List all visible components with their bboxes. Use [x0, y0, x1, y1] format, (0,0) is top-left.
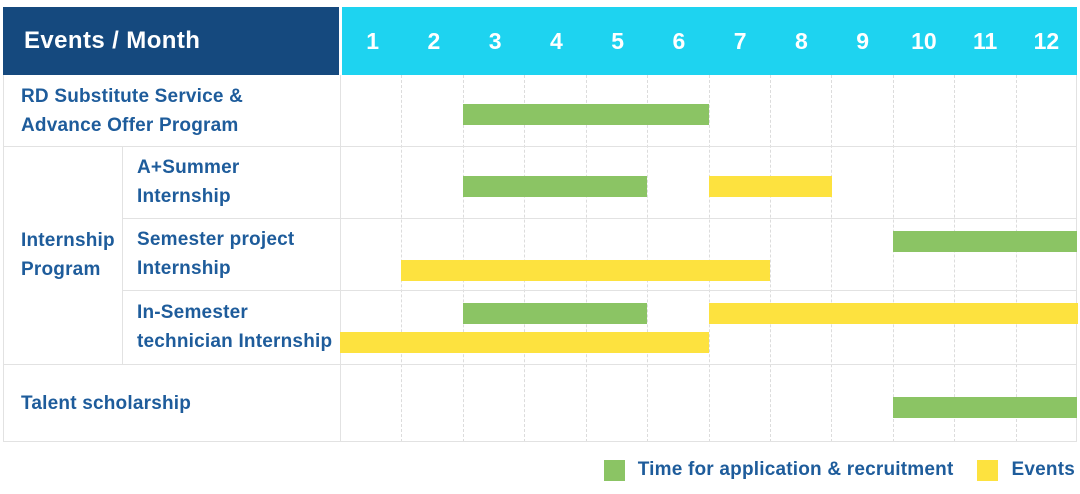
month-gridline-8 [831, 75, 832, 442]
month-gridline-2 [463, 75, 464, 442]
recruitment-bar-m3-5 [463, 176, 647, 197]
legend-item-green: Time for application & recruitment [603, 459, 954, 481]
recruitment-bar-m10-12 [893, 397, 1077, 418]
gantt-body: RD Substitute Service & Advance Offer Pr… [3, 75, 1078, 442]
month-header-8: 8 [794, 27, 808, 54]
row-label-rd-substitute: RD Substitute Service & Advance Offer Pr… [21, 85, 244, 136]
month-header-4: 4 [549, 27, 563, 54]
month-header-6: 6 [672, 27, 686, 54]
month-gridline-11 [1016, 75, 1017, 442]
event-bar-m7-8 [709, 176, 832, 197]
row-divider-3 [122, 290, 1077, 291]
table-right-border [1076, 75, 1077, 442]
legend-item-yellow: Events [977, 459, 1075, 481]
month-gridline-6 [709, 75, 710, 442]
event-bar-m2-7 [401, 260, 770, 281]
table-bottom-border [3, 441, 1077, 442]
month-gridline-1 [401, 75, 402, 442]
label-chart-divider [340, 75, 341, 442]
legend-label-green: Time for application & recruitment [637, 459, 954, 480]
table-left-border [3, 75, 4, 442]
month-gridline-3 [524, 75, 525, 442]
month-gridline-4 [586, 75, 587, 442]
month-header-1: 1 [366, 27, 380, 54]
green-swatch-icon [603, 459, 625, 481]
row-label-talent-scholarship: Talent scholarship [21, 392, 192, 414]
event-bar-m1-6 [340, 332, 709, 353]
row-divider-2 [122, 218, 1077, 219]
month-header-9: 9 [856, 27, 870, 54]
recruitment-bar-m3-6 [463, 104, 709, 125]
event-bar-m7-12 [709, 303, 1078, 324]
row-label-semester-project: Semester project Internship [137, 229, 295, 279]
legend: Time for application & recruitment Events [603, 456, 1075, 484]
row-divider-1 [3, 146, 1077, 147]
events-month-header-cell: Events / Month [3, 7, 339, 75]
month-header-12: 12 [1033, 27, 1060, 54]
recruitment-bar-m3-5 [463, 303, 647, 324]
month-header-5: 5 [611, 27, 625, 54]
row-label-in-semester-technician: In-Semester technician Internship [137, 302, 333, 352]
month-header-2: 2 [427, 27, 441, 54]
month-header-7: 7 [733, 27, 747, 54]
month-header-11: 11 [972, 27, 998, 54]
legend-label-yellow: Events [1011, 459, 1075, 480]
yellow-swatch-icon [977, 459, 999, 481]
row-divider-4 [3, 364, 1077, 365]
group-sublabel-divider [122, 146, 123, 364]
group-label-internship-program: Internship Program [21, 230, 115, 280]
month-gridline-5 [647, 75, 648, 442]
recruitment-bar-m10-12 [893, 231, 1077, 252]
month-header-10: 10 [911, 27, 937, 54]
month-header-3: 3 [488, 27, 502, 54]
month-header-row: 1 2 3 4 5 6 7 8 9 10 11 12 [342, 7, 1077, 75]
month-gridline-10 [954, 75, 955, 442]
events-month-header-label: Events / Month [24, 27, 201, 54]
month-gridline-7 [770, 75, 771, 442]
row-label-a-plus-summer: A+Summer Internship [137, 157, 240, 207]
month-gridline-9 [893, 75, 894, 442]
